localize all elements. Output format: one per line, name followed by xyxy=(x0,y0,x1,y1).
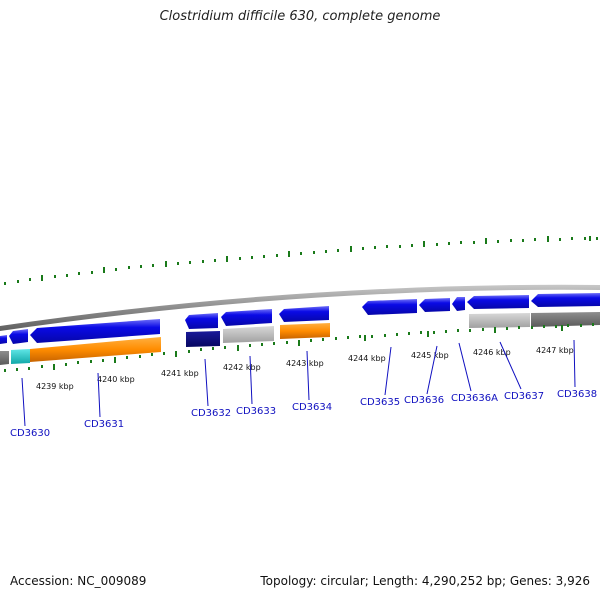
gene-label-cd3632[interactable]: CD3632 xyxy=(191,408,231,419)
gene-label-cd3631[interactable]: CD3631 xyxy=(84,419,124,430)
tick-mark-major xyxy=(41,236,591,281)
gene-label-cd3636a[interactable]: CD3636A xyxy=(451,393,498,404)
gene-arrow xyxy=(362,299,417,315)
map-title: Clostridium difficile 630, complete geno… xyxy=(159,9,441,24)
gene-bar xyxy=(223,326,274,343)
gene-arrow xyxy=(0,335,7,344)
gene-arrow xyxy=(467,295,529,309)
gene-bar xyxy=(186,331,220,347)
gene-arrow xyxy=(452,297,465,311)
kbp-label: 4239 kbp xyxy=(36,382,74,391)
gene-bar xyxy=(30,337,161,362)
gene-labels: CD3630 CD3631 CD3632 CD3633 CD3634 CD363… xyxy=(10,389,597,439)
gene-arrow xyxy=(9,329,28,344)
gene-features xyxy=(0,293,600,365)
gene-arrow xyxy=(419,298,450,312)
gene-bar xyxy=(531,312,600,327)
gene-bar xyxy=(0,351,9,365)
topology-text: Topology: circular; Length: 4,290,252 bp… xyxy=(260,574,590,588)
kbp-label: 4243 kbp xyxy=(286,359,324,368)
gene-bar xyxy=(11,349,30,364)
tick-mark xyxy=(4,323,594,372)
tick-mark-major xyxy=(53,325,563,370)
kbp-label: 4247 kbp xyxy=(536,346,574,355)
kbp-label: 4242 kbp xyxy=(223,363,261,372)
inner-tick-row xyxy=(4,323,594,372)
gene-label-cd3634[interactable]: CD3634 xyxy=(292,402,332,413)
accession-text: Accession: NC_009089 xyxy=(10,574,147,588)
gene-label-cd3636[interactable]: CD3636 xyxy=(404,395,444,406)
gene-label-cd3630[interactable]: CD3630 xyxy=(10,428,50,439)
kbp-label: 4246 kbp xyxy=(473,348,511,357)
gene-arrow xyxy=(185,313,218,329)
kbp-label: 4245 kbp xyxy=(411,351,449,360)
gene-arrow xyxy=(279,306,329,322)
kbp-label: 4241 kbp xyxy=(161,369,199,378)
kbp-label: 4244 kbp xyxy=(348,354,386,363)
tick-mark xyxy=(4,237,598,285)
gene-bar xyxy=(469,313,530,328)
gene-label-cd3638[interactable]: CD3638 xyxy=(557,389,597,400)
gene-label-cd3635[interactable]: CD3635 xyxy=(360,397,400,408)
gene-label-cd3633[interactable]: CD3633 xyxy=(236,406,276,417)
gene-arrow xyxy=(531,293,600,307)
genome-backbone xyxy=(0,284,600,331)
gene-label-leaders xyxy=(21,339,576,427)
kbp-label: 4240 kbp xyxy=(97,375,135,384)
kbp-labels: 4239 kbp 4240 kbp 4241 kbp 4242 kbp 4243… xyxy=(36,346,574,391)
gene-arrow xyxy=(221,309,272,326)
gene-arrow xyxy=(30,319,160,343)
gene-bar xyxy=(280,323,330,339)
gene-label-cd3637[interactable]: CD3637 xyxy=(504,391,544,402)
outer-tick-row xyxy=(4,236,598,285)
